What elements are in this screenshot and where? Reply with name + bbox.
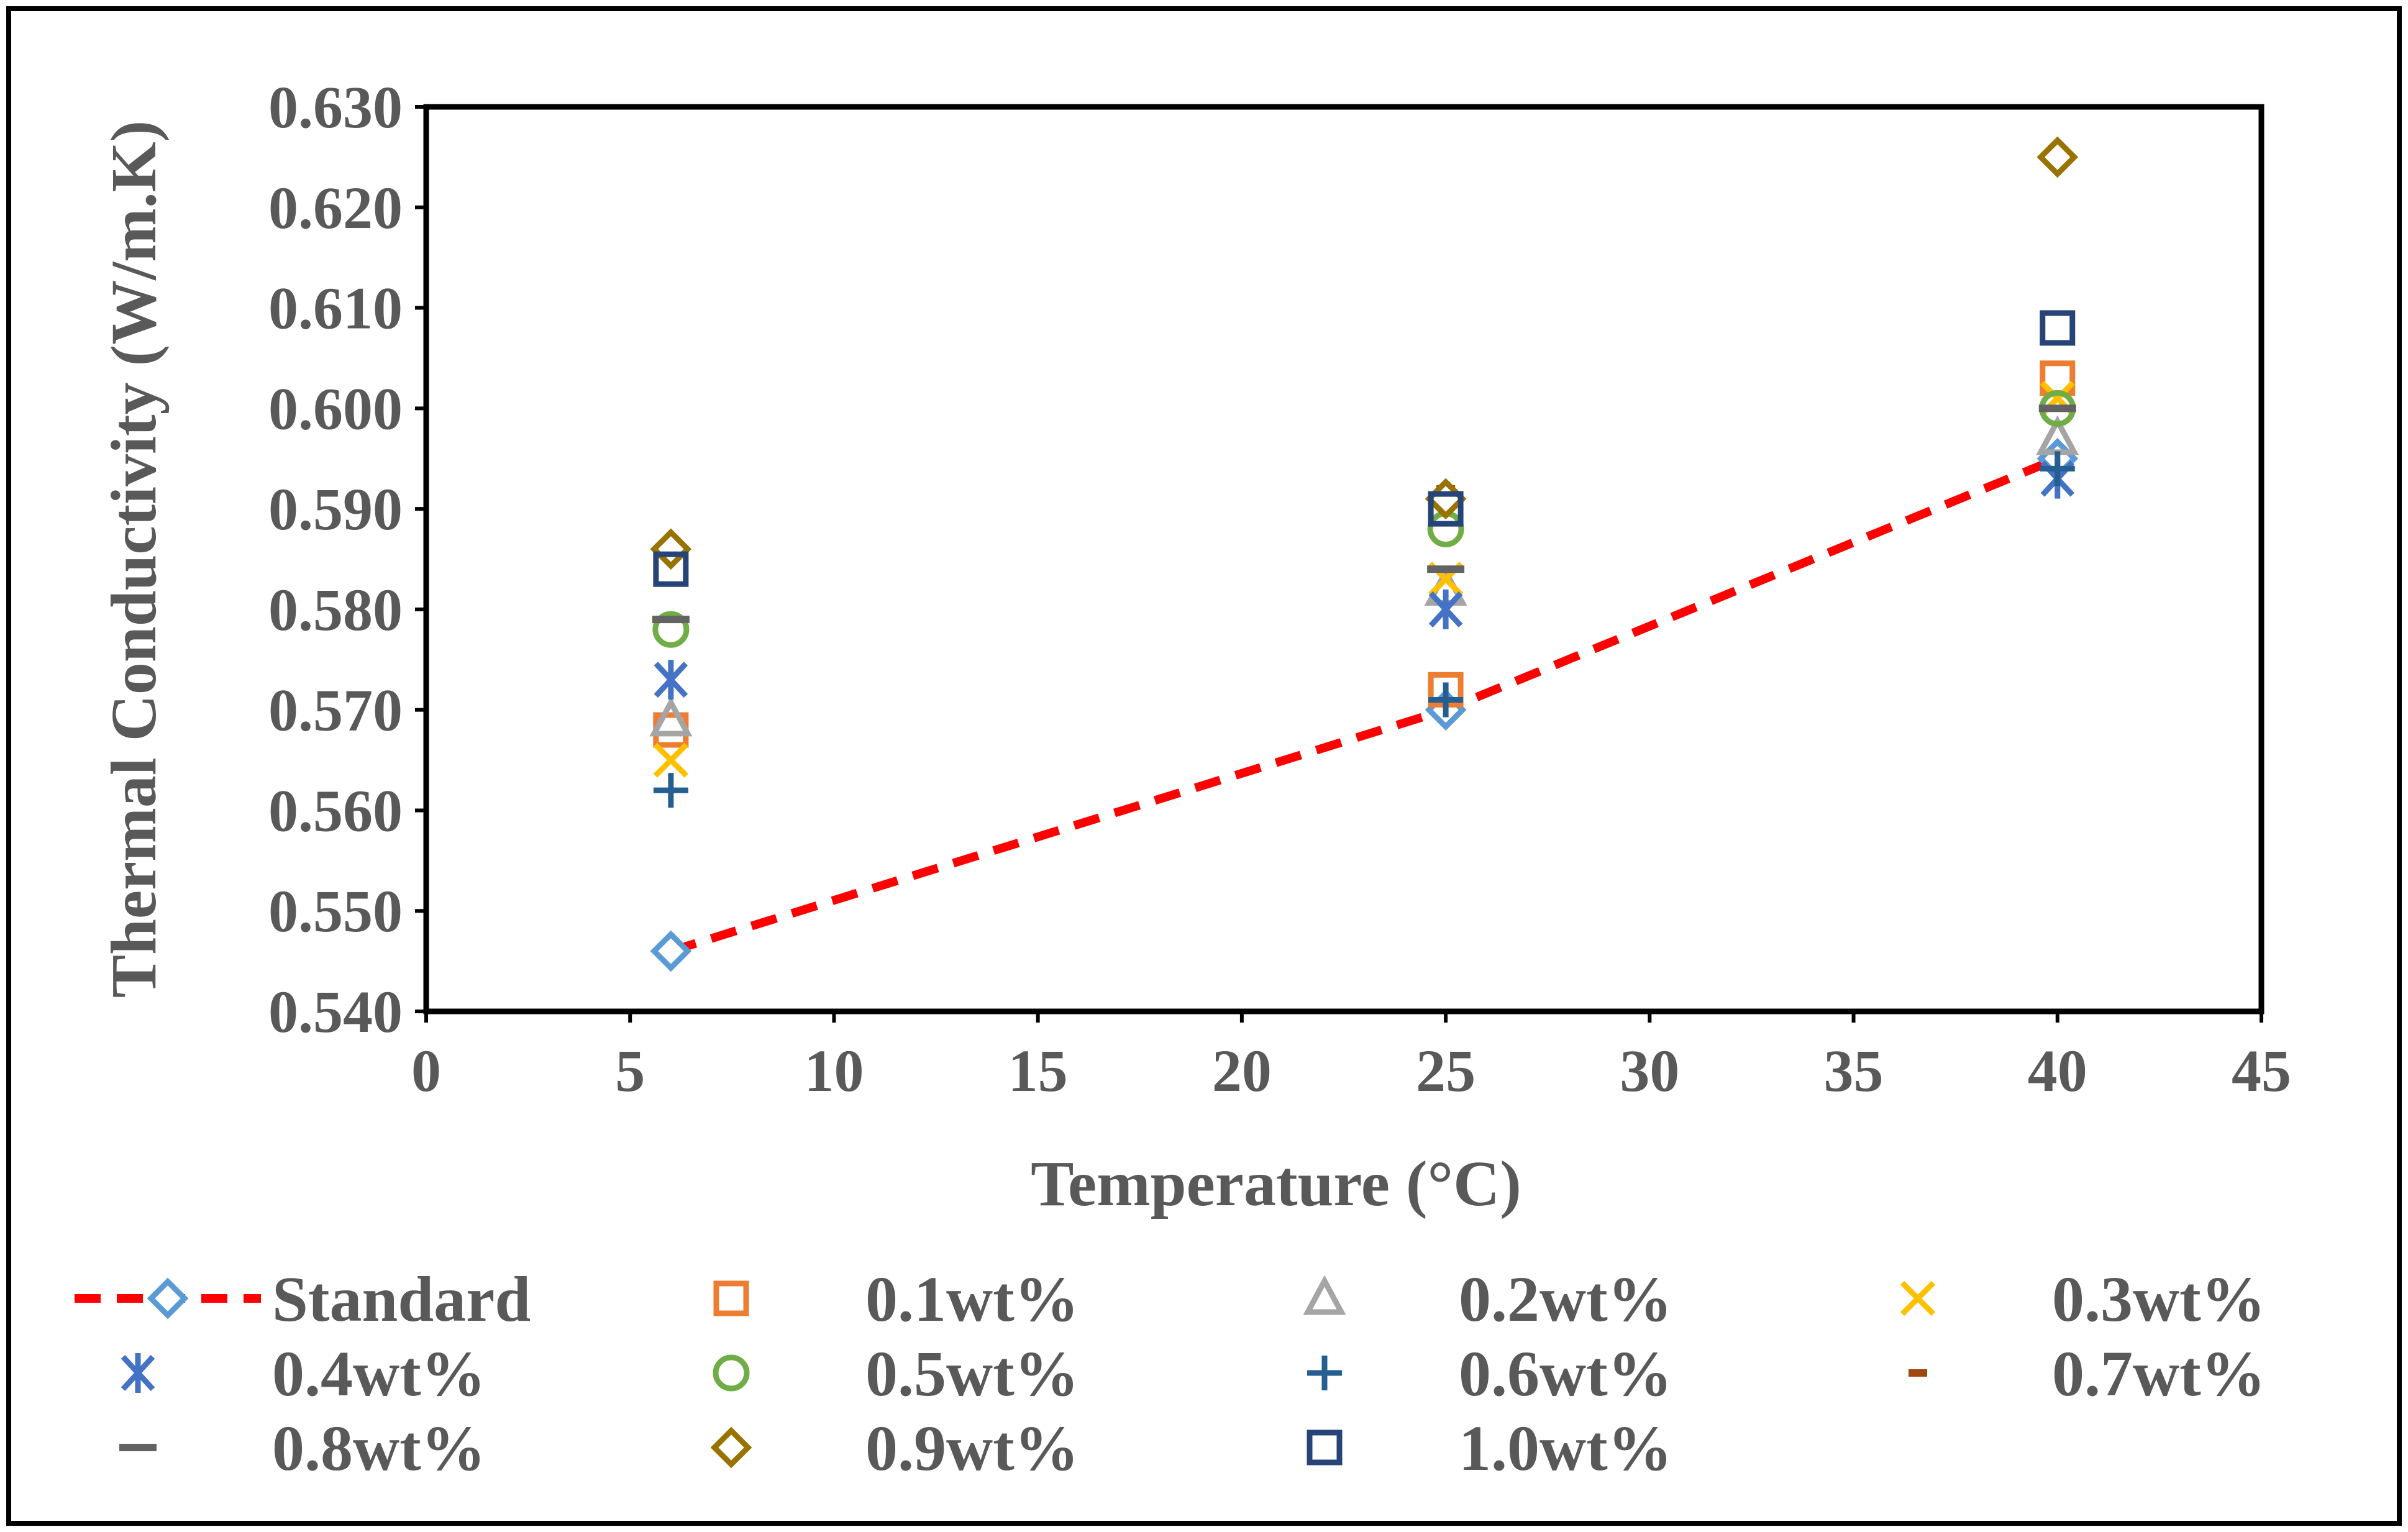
legend-label: 1.0wt% — [1459, 1413, 1672, 1484]
legend-item-0-6wt: 0.6wt% — [1307, 1338, 1672, 1410]
x-tick-label: 10 — [804, 1037, 864, 1104]
legend-item-0-4wt: 0.4wt% — [121, 1338, 486, 1410]
y-axis: 0.540 0.550 0.560 0.570 0.580 0.590 0.600 0.610… — [268, 74, 426, 1045]
y-axis-title: Thermal Conductivity (W/m.K) — [98, 121, 170, 998]
x-tick-label: 25 — [1416, 1037, 1475, 1104]
legend-marker-0-9wt — [710, 1426, 752, 1469]
legend-label: Standard — [272, 1264, 531, 1335]
legend-label: 0.2wt% — [1459, 1264, 1672, 1335]
data-point-0-4wt — [654, 660, 688, 700]
data-point-0-9wt — [2036, 136, 2079, 178]
y-tick-label: 0.550 — [268, 878, 403, 944]
x-tick-label: 30 — [1620, 1037, 1679, 1104]
legend-marker-0-4wt — [121, 1353, 155, 1393]
legend-item-0-8wt: 0.8wt% — [119, 1413, 486, 1484]
x-tick-label: 5 — [615, 1037, 645, 1104]
x-tick-label: 45 — [2232, 1037, 2291, 1104]
legend-label: 0.5wt% — [865, 1338, 1079, 1410]
data-point-standard — [650, 930, 692, 972]
legend-marker-0-1wt — [713, 1280, 749, 1316]
data-point-0-4wt — [1428, 589, 1463, 629]
legend-marker-standard — [147, 1277, 189, 1320]
legend: Standard 0.1wt% 0.2wt% 0.3wt%0.4wt% 0.5wt% 0.… — [75, 1264, 2266, 1484]
y-tick-label: 0.580 — [268, 577, 403, 643]
legend-marker-0-7wt — [1909, 1369, 1927, 1377]
data-point-0-6wt — [2040, 451, 2075, 486]
legend-item-0-7wt: 0.7wt% — [1909, 1338, 2266, 1410]
legend-marker-0-6wt — [1307, 1356, 1342, 1390]
data-point-1-0wt — [653, 551, 689, 587]
series-1-0wt — [653, 310, 2076, 587]
x-tick-label: 35 — [1824, 1037, 1884, 1104]
data-point-0-2wt — [649, 696, 693, 737]
x-tick-label: 15 — [1008, 1037, 1068, 1104]
data-point-0-9wt — [650, 528, 692, 570]
legend-item-0-9wt: 0.9wt% — [710, 1413, 1079, 1484]
y-tick-label: 0.630 — [268, 74, 403, 140]
x-tick-label: 40 — [2028, 1037, 2087, 1104]
y-tick-label: 0.560 — [268, 777, 403, 844]
legend-marker-0-2wt — [1303, 1275, 1346, 1315]
chart-outer-border — [6, 6, 2402, 1526]
y-tick-label: 0.610 — [268, 275, 403, 342]
legend-label: 0.9wt% — [865, 1413, 1079, 1484]
data-point-0-5wt — [652, 611, 690, 648]
y-tick-label: 0.590 — [268, 476, 403, 542]
y-tick-label: 0.540 — [268, 978, 403, 1045]
legend-item-1-0wt: 1.0wt% — [1307, 1413, 1672, 1484]
legend-marker-0-5wt — [713, 1354, 750, 1392]
data-point-1-0wt — [1428, 491, 1464, 527]
plot-series — [649, 136, 2079, 972]
legend-item-0-2wt: 0.2wt% — [1303, 1264, 1672, 1335]
y-tick-label: 0.570 — [268, 677, 403, 744]
data-point-0-6wt — [653, 773, 688, 808]
legend-label: 0.3wt% — [2052, 1264, 2266, 1335]
legend-marker-1-0wt — [1307, 1429, 1343, 1466]
x-axis: 0 5 10 15 20 25 30 35 40 45 — [411, 1011, 2291, 1104]
legend-label: 0.1wt% — [865, 1264, 1079, 1335]
legend-marker-0-8wt — [119, 1444, 157, 1451]
legend-item-0-5wt: 0.5wt% — [713, 1338, 1079, 1410]
series-0-8wt — [652, 404, 2076, 624]
legend-item-0-1wt: 0.1wt% — [713, 1264, 1079, 1335]
y-tick-label: 0.620 — [268, 175, 403, 241]
x-tick-label: 0 — [411, 1037, 441, 1104]
series-0-6wt — [653, 451, 2075, 808]
legend-item-0-3wt: 0.3wt% — [1900, 1264, 2266, 1335]
x-tick-label: 20 — [1212, 1037, 1272, 1104]
legend-label: 0.4wt% — [272, 1338, 486, 1410]
data-point-0-8wt — [2038, 404, 2076, 413]
data-point-0-6wt — [1428, 682, 1464, 718]
data-point-0-8wt — [1427, 565, 1465, 573]
legend-item-standard: Standard — [75, 1264, 531, 1335]
legend-label: 0.6wt% — [1459, 1338, 1672, 1410]
data-point-1-0wt — [2040, 310, 2076, 346]
data-point-0-8wt — [652, 616, 690, 624]
legend-label: 0.7wt% — [2052, 1338, 2266, 1410]
legend-label: 0.8wt% — [272, 1413, 486, 1484]
x-axis-title: Temperature (°C) — [1031, 1148, 1521, 1220]
legend-marker-0-3wt — [1900, 1280, 1936, 1316]
y-tick-label: 0.600 — [268, 375, 403, 442]
data-point-0-3wt — [653, 742, 689, 778]
plot-area-frame — [423, 104, 2264, 1014]
